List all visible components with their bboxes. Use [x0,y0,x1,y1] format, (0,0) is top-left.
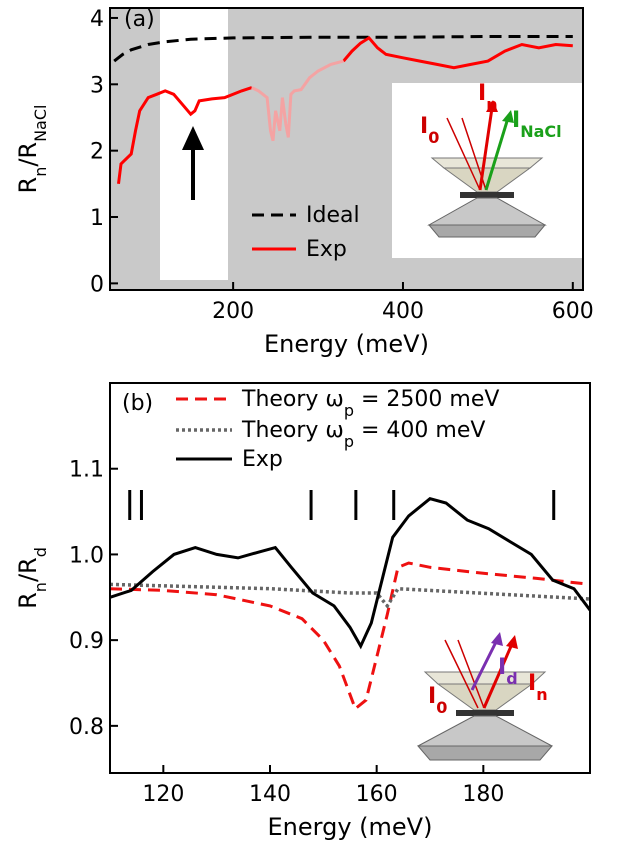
anvil-top-table [430,157,544,169]
inset-label: Id [498,655,518,688]
text-part: I [428,684,436,709]
x-tick-label: 160 [356,782,398,807]
subscript: d [31,547,50,557]
beam-diffuse-head [491,632,503,646]
series-line [113,35,573,63]
plot-frame [109,7,584,291]
text-part: I [498,655,506,680]
y-tick-label: 1.1 [69,458,104,483]
panel-label: (a) [124,7,155,32]
beam-nacl-head [502,110,514,123]
beam-in [446,117,481,191]
text-part: = 400 meV [354,418,485,443]
y-tick-label: 4 [90,7,104,32]
x-tick-label: 400 [382,299,424,324]
anvil-bottom-base [416,745,554,761]
text-part: Exp [242,447,283,472]
beam-in [444,639,479,709]
y-tick-label: 0.8 [69,715,104,740]
y-tick-label: 2 [90,140,104,165]
text-part: /R [14,142,42,167]
subscript: p [344,432,354,451]
text-part: Ideal [306,203,360,228]
x-axis-label: Energy (meV) [268,813,433,841]
subscript: n [536,685,547,704]
inset-label: In [478,81,498,114]
x-axis-label: Energy (meV) [264,330,429,358]
inset-label: In [528,671,548,704]
inset-a [392,83,582,258]
text-part: R [14,177,42,194]
series-line [110,561,590,712]
subscript: 0 [428,128,439,147]
subscript: n [486,95,497,114]
inset-label: INaCl [512,108,562,141]
beam-out [482,643,514,709]
plot-frame [109,382,591,774]
x-tick-label: 600 [552,299,594,324]
y-tick-label: 3 [90,73,104,98]
series-line [117,35,573,184]
text-part: R [14,592,42,609]
text-part: I [512,108,520,133]
anvil-bottom [417,715,553,747]
panel-a-lines [113,35,573,184]
inset-label: I0 [420,114,439,147]
panel-label: (b) [122,391,153,416]
inset-b [416,632,554,761]
legend-label: Exp [306,237,347,262]
series-line [110,582,590,609]
anvil-bottom-base [427,224,547,238]
beam-out [478,107,494,191]
text-part: Theory ω [241,418,344,443]
text-part: I [420,114,428,139]
beam-diffuse [470,639,499,691]
text-part: I [478,81,486,106]
subscript: 0 [436,698,447,717]
x-tick-label: 140 [249,782,291,807]
subscript: n [31,167,50,177]
subscript: d [506,669,517,688]
series-line [251,59,344,142]
x-tick-label: 180 [462,782,504,807]
inset-label: I0 [428,684,447,717]
anvil-top-table [423,671,547,685]
text-part: Exp [306,237,347,262]
y-axis-label: Rn/RNaCl [14,105,50,194]
arrow-head [182,126,204,150]
beam-out-head [486,100,498,112]
text-part: I [528,671,536,696]
subscript: NaCl [31,105,50,142]
beam-out-head [506,635,518,649]
beam-in [457,639,485,709]
panel-b-front: 120 140 160 180 0.8 0.9 1.0 1.1 Energy (meV) Rn/R… [14,382,591,841]
legend-label: Theory ωp = 2500 meV [241,387,499,420]
series-line [110,497,590,650]
beam-nacl [484,117,510,191]
gasket [460,192,514,198]
x-tick-label: 120 [142,782,184,807]
y-tick-label: 1.0 [69,543,104,568]
text-part: Theory ω [241,387,344,412]
subscript: NaCl [520,122,561,141]
y-tick-label: 0.9 [69,629,104,654]
gasket [456,710,514,716]
legend-label: Exp [242,447,283,472]
y-axis-label: Rn/Rd [14,547,50,609]
text-part: = 2500 meV [354,387,499,412]
subscript: p [344,401,354,420]
panel-b-lines [110,497,590,712]
x-tick-label: 200 [212,299,254,324]
legend-label: Theory ωp = 400 meV [241,418,485,451]
legend-label: Ideal [306,203,360,228]
y-tick-label: 1 [90,206,104,231]
subscript: n [31,582,50,592]
y-tick-label: 0 [90,272,104,297]
text-part: /R [14,557,42,582]
